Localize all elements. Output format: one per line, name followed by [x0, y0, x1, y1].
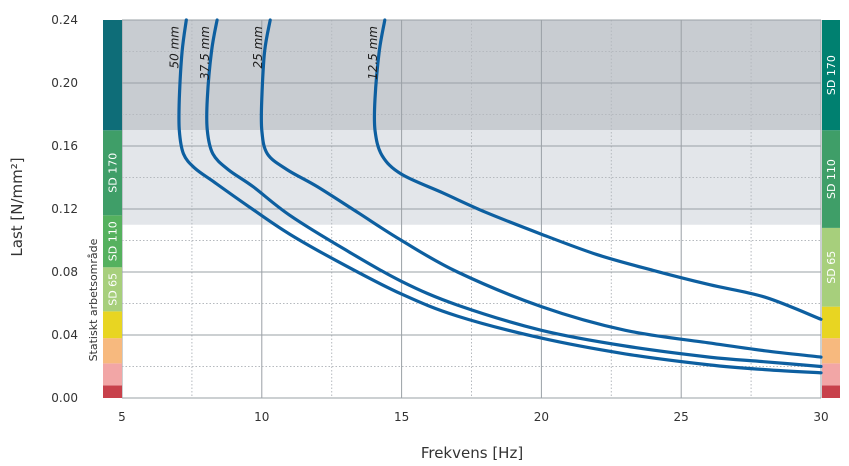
left-band-3 — [103, 311, 122, 339]
curve-0 — [177, 18, 823, 375]
y-tick-label: 0.24 — [51, 13, 78, 27]
curve-label-2: 25 mm — [251, 26, 265, 68]
y-axis-title: Last [N/mm²] — [8, 157, 26, 256]
x-tick-labels: 5 10 15 20 25 30 — [118, 410, 828, 424]
right-band-1 — [822, 363, 840, 386]
right-band-0 — [822, 385, 840, 398]
y-tick-labels: 0.00 0.04 0.08 0.12 0.16 0.20 0.24 — [51, 13, 78, 405]
left-band-4 — [103, 267, 122, 312]
x-tick-label: 25 — [674, 410, 689, 424]
y-tick-label: 0.12 — [51, 202, 78, 216]
x-axis-title: Frekvens [Hz] — [421, 444, 523, 462]
left-band-1 — [103, 363, 122, 386]
y-tick-label: 0.04 — [51, 328, 78, 342]
x-tick-label: 10 — [254, 410, 269, 424]
left-band-label: SD 65 — [107, 273, 120, 306]
x-tick-label: 15 — [394, 410, 409, 424]
grid — [121, 19, 822, 399]
left-band-6 — [103, 130, 122, 216]
right-band-label: SD 110 — [825, 159, 838, 199]
right-scale-bands: SD 65 SD 110 SD 170 — [822, 20, 840, 398]
right-band-2 — [822, 338, 840, 364]
right-band-label: SD 65 — [825, 251, 838, 284]
x-tick-label: 20 — [534, 410, 549, 424]
right-band-label: SD 170 — [825, 55, 838, 95]
left-scale-bands: SD 65 SD 110 SD 170 — [103, 20, 122, 398]
x-tick-label: 30 — [813, 410, 828, 424]
right-band-6 — [822, 20, 840, 131]
left-band-5 — [103, 215, 122, 268]
curve-label-0: 50 mm — [167, 26, 181, 68]
curve-2 — [259, 18, 823, 359]
left-band-label: SD 110 — [107, 221, 120, 261]
y-tick-label: 0.08 — [51, 265, 78, 279]
curve-1 — [205, 18, 823, 369]
left-band-label: SD 170 — [107, 153, 120, 193]
curve-label-3: 12.5 mm — [366, 26, 380, 80]
x-tick-label: 5 — [118, 410, 126, 424]
right-band-3 — [822, 306, 840, 339]
right-band-5 — [822, 130, 840, 228]
left-band-7 — [103, 20, 122, 131]
left-band-2 — [103, 338, 122, 364]
right-band-4 — [822, 227, 840, 307]
curve-3 — [372, 18, 823, 321]
y-tick-label: 0.00 — [51, 391, 78, 405]
curves: 50 mm 37.5 mm 25 mm 12.5 mm — [167, 18, 823, 375]
left-band-0 — [103, 385, 122, 398]
curve-label-1: 37.5 mm — [198, 26, 212, 80]
y-tick-label: 0.16 — [51, 139, 78, 153]
left-scale-title: Statiskt arbetsområde — [87, 238, 100, 361]
y-tick-label: 0.20 — [51, 76, 78, 90]
load-region-0 — [122, 20, 821, 131]
